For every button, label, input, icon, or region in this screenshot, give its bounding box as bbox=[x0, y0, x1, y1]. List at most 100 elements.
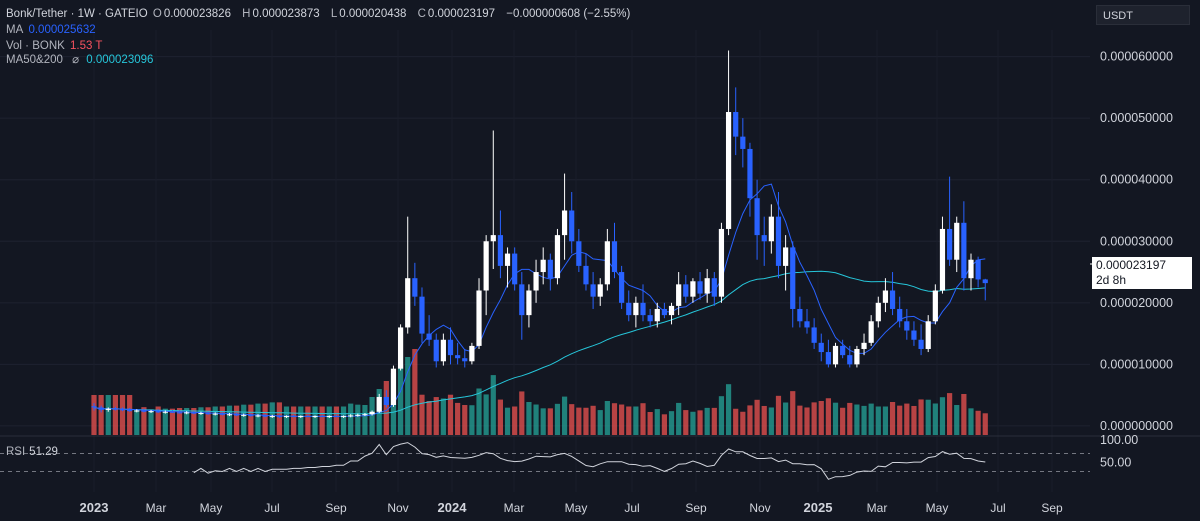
time-tick-label: May bbox=[926, 501, 949, 515]
candle-body bbox=[576, 241, 582, 266]
candle-body bbox=[947, 228, 953, 260]
candle bbox=[212, 412, 218, 416]
last-price-value: 0.000023197 bbox=[1096, 258, 1167, 272]
volume-bar bbox=[604, 401, 610, 435]
candle-body bbox=[162, 411, 168, 413]
candle bbox=[947, 176, 953, 266]
volume-bar bbox=[897, 405, 903, 435]
volume-bar bbox=[754, 399, 760, 435]
candle-body bbox=[369, 411, 375, 415]
volume-bar bbox=[697, 410, 703, 435]
candle bbox=[219, 412, 225, 416]
candle-body bbox=[761, 235, 767, 242]
diameter-icon: ⌀ bbox=[72, 54, 80, 66]
volume-bar bbox=[619, 404, 625, 435]
volume-bar bbox=[904, 403, 910, 435]
candle bbox=[455, 342, 461, 365]
price-axis[interactable]: 0.000000000 0.000010000 0.000020000 0.00003… bbox=[1100, 50, 1173, 433]
candle bbox=[333, 414, 340, 418]
candle bbox=[440, 333, 446, 366]
candle-body bbox=[868, 321, 874, 343]
close-key: C bbox=[417, 8, 426, 20]
volume-bar bbox=[569, 404, 575, 435]
volume-bar bbox=[804, 407, 810, 435]
candles[interactable] bbox=[91, 50, 988, 418]
volume-bar bbox=[868, 403, 874, 435]
candle-body bbox=[269, 416, 275, 418]
candle bbox=[262, 414, 268, 418]
price-tick-label: 0.000060000 bbox=[1100, 50, 1173, 64]
candle-body bbox=[747, 148, 753, 199]
candle bbox=[975, 256, 981, 288]
volume-bar bbox=[775, 395, 782, 435]
volume-bar bbox=[205, 407, 211, 435]
candle bbox=[604, 228, 610, 291]
candle-body bbox=[184, 412, 190, 414]
volume-bar bbox=[654, 409, 660, 435]
candle bbox=[811, 318, 817, 349]
candle-body bbox=[847, 355, 853, 365]
candle bbox=[234, 412, 240, 417]
candle bbox=[469, 342, 475, 365]
volume-bar bbox=[925, 399, 931, 435]
candle-body bbox=[925, 321, 931, 349]
time-axis[interactable]: 2023 Mar May Jul Sep Nov 2024 Mar May Jul Sep Nov 20… bbox=[80, 500, 1063, 515]
rsi-legend[interactable]: RSI 51.29 bbox=[6, 446, 58, 458]
candle-body bbox=[426, 333, 432, 340]
symbol-title[interactable]: Bonk/Tether · 1W · GATEIO bbox=[6, 8, 148, 20]
candle-body bbox=[954, 222, 960, 260]
rsi-label: RSI bbox=[6, 446, 26, 458]
volume-bar bbox=[447, 394, 454, 435]
candle bbox=[882, 278, 889, 313]
ma-legend[interactable]: MA 0.000025632 bbox=[6, 22, 98, 38]
volume-bar bbox=[333, 406, 340, 435]
volume-bar bbox=[512, 406, 518, 435]
candle-body bbox=[476, 290, 482, 346]
candle-body bbox=[519, 284, 525, 316]
volume-bar bbox=[889, 402, 896, 435]
candle bbox=[740, 118, 746, 168]
candle-body bbox=[811, 327, 817, 343]
candle-body bbox=[291, 416, 297, 418]
candle bbox=[383, 390, 389, 408]
time-tick-label: Mar bbox=[146, 501, 167, 515]
volume-bar bbox=[519, 391, 525, 435]
candle bbox=[497, 210, 504, 279]
candle bbox=[647, 308, 653, 328]
candle-body bbox=[975, 259, 981, 280]
rsi-value: 51.29 bbox=[29, 446, 58, 458]
candle bbox=[340, 415, 347, 418]
ma-long-path bbox=[93, 270, 986, 415]
candle-body bbox=[683, 284, 689, 297]
candle bbox=[269, 414, 275, 418]
volume-legend[interactable]: Vol · BONK 1.53 T bbox=[6, 38, 104, 54]
candle-body bbox=[690, 281, 696, 297]
candle bbox=[569, 192, 575, 254]
candle bbox=[654, 302, 660, 328]
candle-body bbox=[419, 296, 425, 334]
volume-bar bbox=[319, 406, 325, 435]
high-value: 0.000023873 bbox=[252, 8, 320, 20]
candle bbox=[718, 222, 725, 303]
candle-body bbox=[918, 339, 924, 349]
close-value: 0.000023197 bbox=[427, 8, 496, 20]
candle bbox=[405, 216, 411, 334]
candle-body bbox=[961, 222, 967, 279]
candle bbox=[868, 315, 874, 346]
volume-bar bbox=[234, 405, 240, 435]
volume-bar bbox=[419, 394, 425, 435]
volume-bar bbox=[105, 395, 111, 435]
volume-bar bbox=[797, 405, 803, 435]
candle-body bbox=[141, 410, 147, 412]
candle-body bbox=[234, 414, 240, 416]
volume-bar bbox=[426, 401, 432, 435]
candle-body bbox=[134, 410, 140, 412]
candle-body bbox=[711, 278, 717, 297]
candle bbox=[419, 287, 425, 343]
volume-bar bbox=[533, 404, 539, 435]
volume-bar bbox=[947, 393, 953, 435]
currency-selector[interactable]: USDT bbox=[1096, 5, 1190, 25]
candle bbox=[640, 284, 646, 322]
ma50-200-legend[interactable]: MA50&200 ⌀ 0.000023096 bbox=[6, 52, 155, 68]
